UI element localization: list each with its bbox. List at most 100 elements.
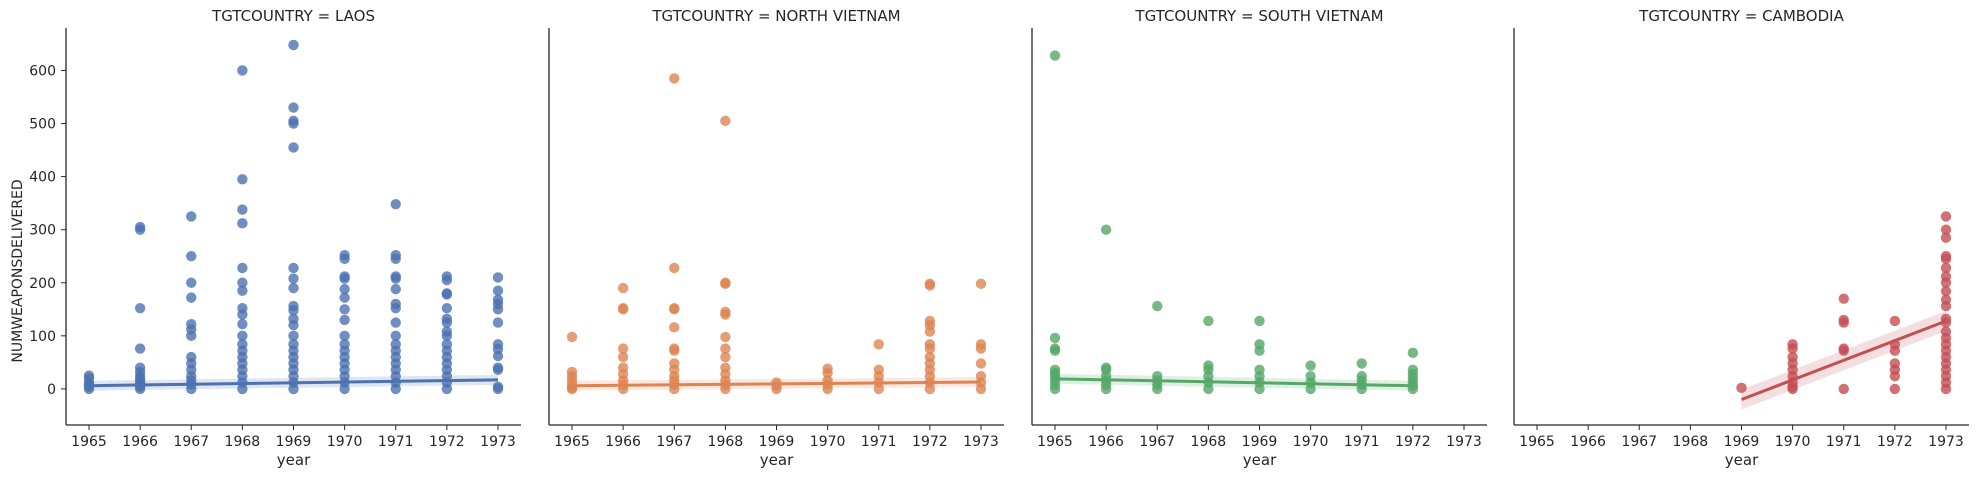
data-point xyxy=(339,330,350,342)
data-point xyxy=(1838,345,1849,356)
data-point xyxy=(617,304,629,315)
x-tick-label: 1967 xyxy=(1139,434,1175,450)
data-point xyxy=(1940,383,1952,395)
data-point xyxy=(1838,293,1849,304)
data-point xyxy=(492,383,504,395)
data-point xyxy=(720,351,731,363)
data-point xyxy=(288,142,299,153)
x-tick-label: 1969 xyxy=(1724,434,1760,450)
data-point xyxy=(237,218,248,229)
data-point xyxy=(288,273,299,284)
data-point xyxy=(492,304,504,315)
data-point xyxy=(720,331,731,343)
x-tick-label: 1966 xyxy=(605,434,641,450)
data-point xyxy=(1254,315,1265,327)
data-point xyxy=(822,383,833,395)
facet-panel-4: TGTCOUNTRY = CAMBODIA 1965 1966 1967 1968 196… xyxy=(1513,7,1969,469)
data-point xyxy=(441,383,453,395)
data-point xyxy=(492,285,504,296)
x-tick-label: 1969 xyxy=(276,434,312,450)
data-point xyxy=(771,383,782,395)
data-point xyxy=(390,317,401,328)
x-tick-label: 1967 xyxy=(1621,434,1657,450)
x-tick-label: 1972 xyxy=(429,434,465,450)
data-point xyxy=(1889,370,1901,382)
data-point xyxy=(1049,332,1061,344)
x-tick-label: 1972 xyxy=(1395,434,1431,450)
data-point xyxy=(237,285,248,296)
data-point xyxy=(1940,224,1952,235)
data-point xyxy=(1940,232,1952,243)
data-point xyxy=(1305,360,1316,371)
data-point xyxy=(873,339,884,350)
data-point xyxy=(390,303,401,314)
facet-panel-1: TGTCOUNTRY = LAOS 1965 1966 1967 1968 1969 197… xyxy=(29,7,521,469)
data-point xyxy=(1889,345,1901,356)
data-point xyxy=(1203,383,1214,395)
data-point xyxy=(237,330,248,342)
x-tick-label: 1967 xyxy=(173,434,209,450)
panel-title: TGTCOUNTRY = CAMBODIA xyxy=(1638,7,1844,25)
data-point xyxy=(441,274,453,286)
x-tick-label: 1967 xyxy=(656,434,692,450)
y-tick-label: 0 xyxy=(47,382,56,398)
x-axis-label: year xyxy=(1725,451,1759,469)
data-point xyxy=(1940,262,1952,274)
data-point xyxy=(1838,383,1849,395)
x-tick-label: 1973 xyxy=(1928,434,1964,450)
data-point xyxy=(1356,358,1367,369)
data-point xyxy=(924,326,936,337)
data-point xyxy=(1152,300,1163,312)
data-point xyxy=(720,278,731,290)
x-tick-label: 1973 xyxy=(963,434,999,450)
data-point xyxy=(1889,315,1901,327)
facet-panels: TGTCOUNTRY = LAOS 1965 1966 1967 1968 1969 197… xyxy=(29,7,1969,469)
data-point xyxy=(134,343,146,354)
data-point xyxy=(288,383,299,395)
x-tick-label: 1966 xyxy=(122,434,158,450)
data-point xyxy=(975,383,987,395)
regression-line xyxy=(1054,377,1413,388)
data-point xyxy=(1152,383,1163,395)
x-tick-label: 1966 xyxy=(1088,434,1124,450)
data-point xyxy=(1940,211,1952,222)
data-point xyxy=(390,253,401,265)
data-point xyxy=(339,304,350,315)
data-point xyxy=(237,277,248,288)
data-point xyxy=(617,351,629,363)
data-point xyxy=(669,322,680,333)
x-tick-label: 1973 xyxy=(480,434,516,450)
x-tick-label: 1971 xyxy=(378,434,414,450)
data-point xyxy=(288,39,299,51)
y-tick-label: 600 xyxy=(29,63,56,79)
x-tick-label: 1965 xyxy=(71,434,107,450)
data-point xyxy=(339,253,350,265)
data-point xyxy=(720,383,731,395)
data-point xyxy=(566,331,578,343)
data-point xyxy=(186,383,197,395)
data-point xyxy=(288,118,299,129)
data-point xyxy=(1787,383,1798,395)
data-point xyxy=(186,292,197,303)
x-tick-label: 1970 xyxy=(810,434,846,450)
data-point xyxy=(186,251,197,262)
x-tick-label: 1968 xyxy=(1673,434,1709,450)
data-point xyxy=(288,330,299,342)
data-point xyxy=(669,304,680,315)
data-point xyxy=(1100,224,1112,235)
facet-panel-2: TGTCOUNTRY = NORTH VIETNAM 1965 1966 1967 19… xyxy=(548,7,1004,469)
x-tick-label: 1971 xyxy=(1344,434,1380,450)
y-tick-label: 100 xyxy=(29,329,56,345)
data-point xyxy=(924,343,936,354)
y-tick-label: 500 xyxy=(29,117,56,133)
x-tick-label: 1970 xyxy=(327,434,363,450)
data-point xyxy=(1100,383,1112,395)
data-point xyxy=(441,289,453,300)
data-point xyxy=(186,277,197,288)
x-tick-label: 1970 xyxy=(1775,434,1811,450)
data-point xyxy=(1203,315,1214,327)
y-tick-label: 200 xyxy=(29,276,56,292)
y-axis-label: NUMWEAPONSDELIVERED xyxy=(10,179,26,362)
data-point xyxy=(339,292,350,303)
x-tick-label: 1973 xyxy=(1446,434,1482,450)
